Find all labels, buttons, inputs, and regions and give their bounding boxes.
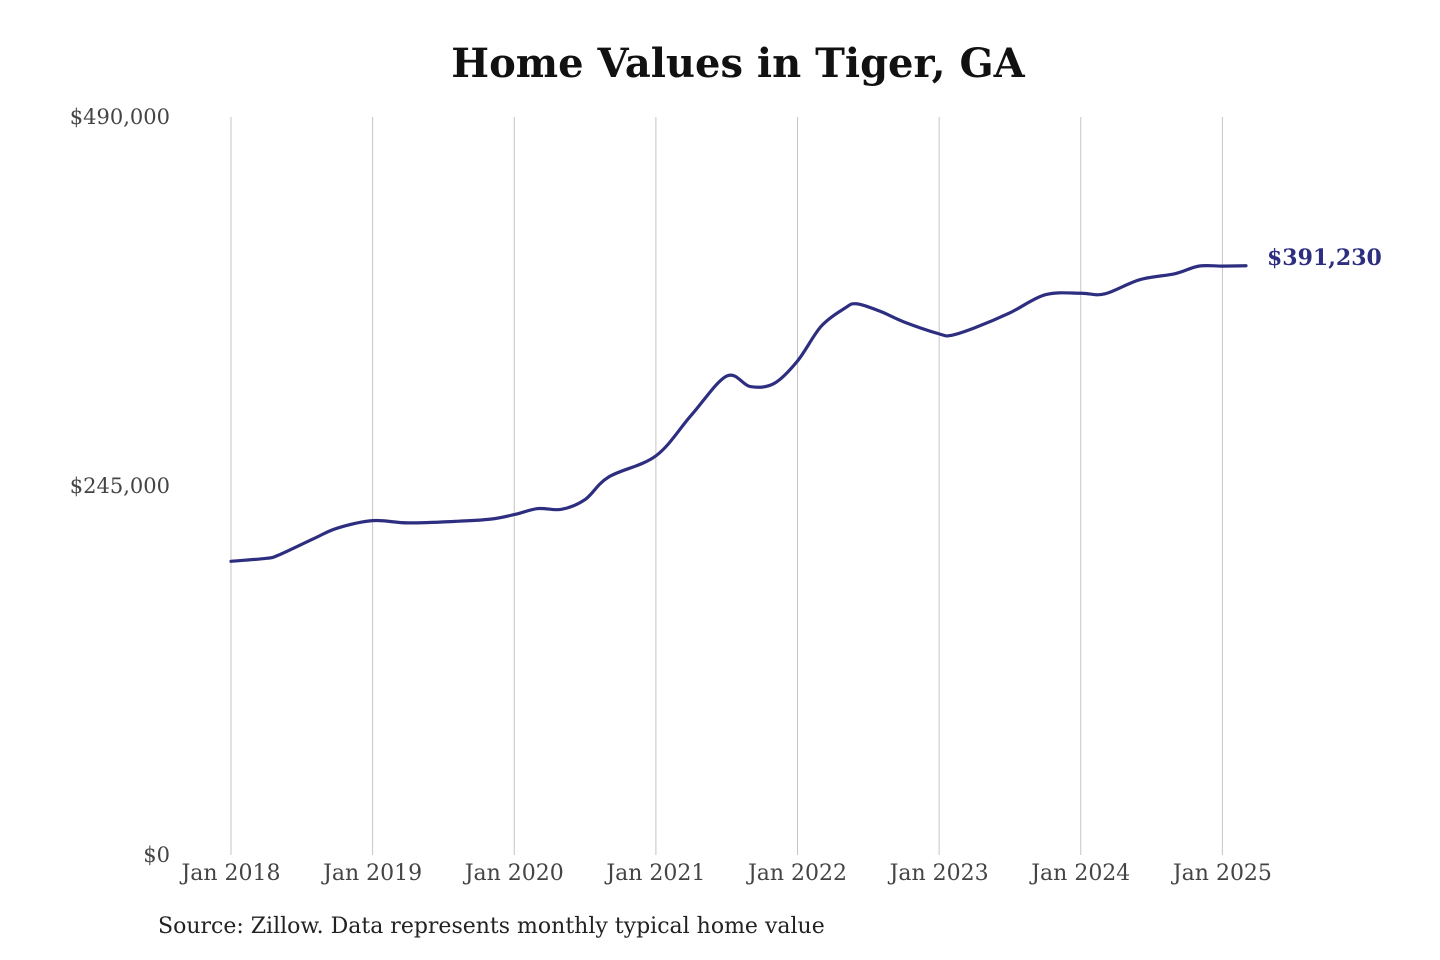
x-axis-tick-labels: Jan 2018 Jan 2019 Jan 2020 Jan 2021 Jan 2022… xyxy=(179,861,1271,886)
x-tick-label: Jan 2023 xyxy=(888,861,989,886)
series-line-0 xyxy=(229,263,1248,563)
end-value-label: $391,230 xyxy=(1267,245,1382,271)
x-tick-label: Jan 2022 xyxy=(746,861,847,886)
y-tick-label: $245,000 xyxy=(70,474,170,498)
x-tick-label: Jan 2025 xyxy=(1171,861,1272,886)
series-lines xyxy=(229,263,1248,563)
x-tick-label: Jan 2019 xyxy=(321,861,422,886)
y-tick-label: $490,000 xyxy=(70,105,170,129)
y-tick-label: $0 xyxy=(143,843,170,867)
x-tick-label: Jan 2018 xyxy=(179,861,280,886)
vertical-gridlines xyxy=(230,117,1223,855)
x-tick-label: Jan 2020 xyxy=(463,861,564,886)
source-note: Source: Zillow. Data represents monthly … xyxy=(158,914,825,939)
x-tick-label: Jan 2021 xyxy=(604,861,705,886)
y-axis-tick-labels: $0 $245,000 $490,000 xyxy=(70,105,170,867)
x-tick-label: Jan 2024 xyxy=(1029,861,1130,886)
end-value-labels: $391,230 xyxy=(1267,245,1382,271)
chart-title: Home Values in Tiger, GA xyxy=(451,40,1025,87)
